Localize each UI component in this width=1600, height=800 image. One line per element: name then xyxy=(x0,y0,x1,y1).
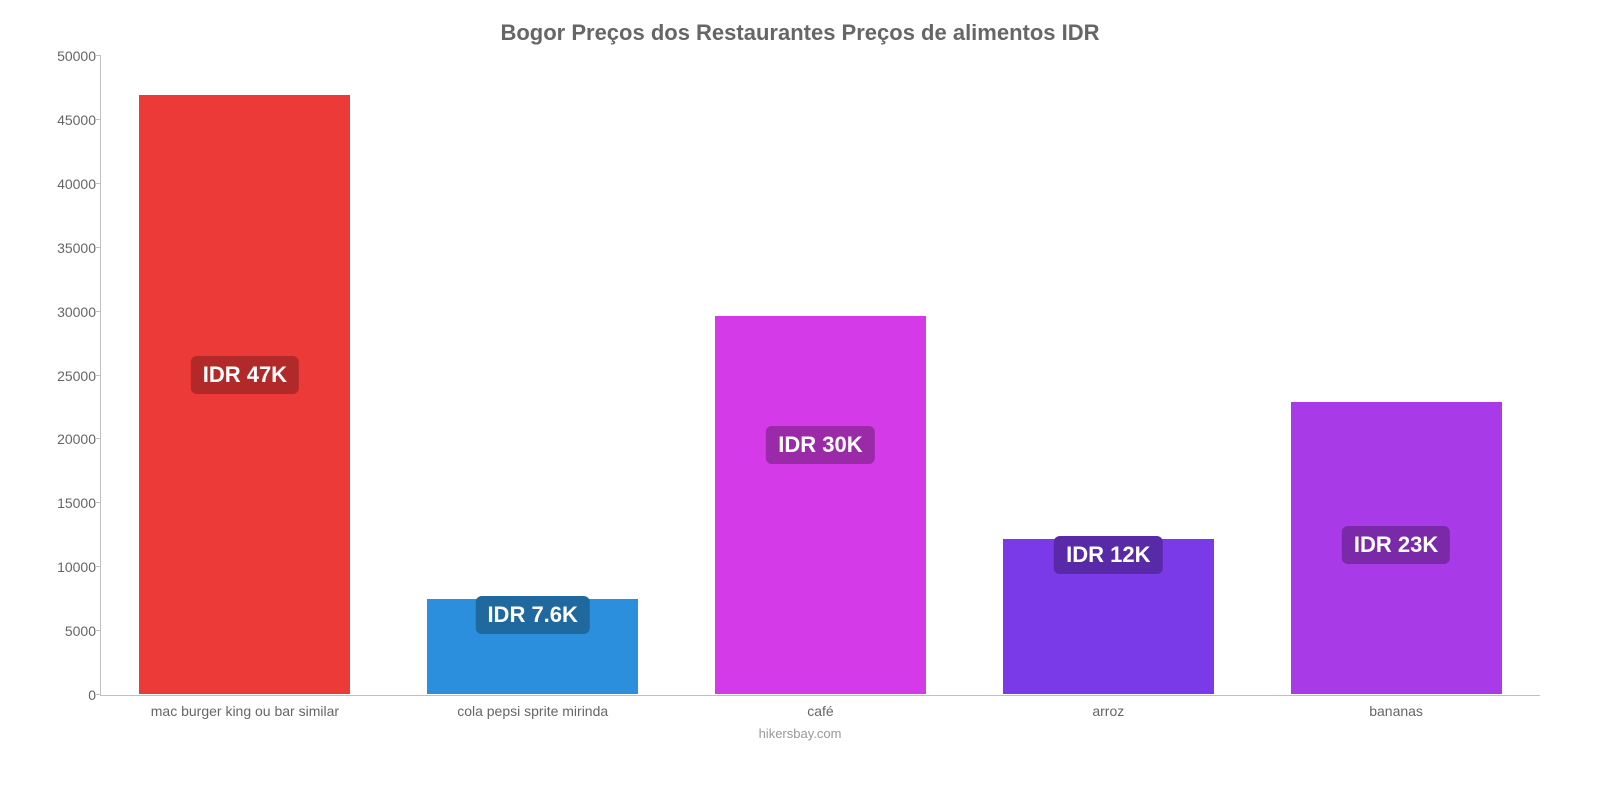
chart-title: Bogor Preços dos Restaurantes Preços de … xyxy=(40,20,1560,46)
data-label: IDR 47K xyxy=(191,356,299,394)
bar-slot: IDR 23Kbananas xyxy=(1252,56,1540,695)
y-tick-mark xyxy=(96,438,101,439)
y-tick-mark xyxy=(96,183,101,184)
x-label: arroz xyxy=(964,703,1252,719)
chart-container: Bogor Preços dos Restaurantes Preços de … xyxy=(0,0,1600,800)
x-label: bananas xyxy=(1252,703,1540,719)
plot-area: IDR 47Kmac burger king ou bar similarIDR… xyxy=(100,56,1540,696)
bar: IDR 30K xyxy=(714,315,927,695)
y-tick-label: 10000 xyxy=(41,559,96,575)
bar: IDR 7.6K xyxy=(426,598,639,695)
y-tick-label: 15000 xyxy=(41,495,96,511)
bar-slot: IDR 30Kcafé xyxy=(677,56,965,695)
y-tick-label: 50000 xyxy=(41,48,96,64)
y-tick-label: 45000 xyxy=(41,112,96,128)
data-label: IDR 30K xyxy=(766,426,874,464)
y-tick-mark xyxy=(96,630,101,631)
credit-text: hikersbay.com xyxy=(40,726,1560,741)
y-tick-label: 20000 xyxy=(41,431,96,447)
bar-slot: IDR 12Karroz xyxy=(964,56,1252,695)
bar: IDR 23K xyxy=(1290,401,1503,695)
y-tick-mark xyxy=(96,375,101,376)
y-tick-label: 5000 xyxy=(41,623,96,639)
y-tick-mark xyxy=(96,694,101,695)
y-tick-label: 40000 xyxy=(41,176,96,192)
y-tick-mark xyxy=(96,566,101,567)
y-tick-mark xyxy=(96,247,101,248)
data-label: IDR 12K xyxy=(1054,536,1162,574)
y-tick-label: 0 xyxy=(41,687,96,703)
bars-group: IDR 47Kmac burger king ou bar similarIDR… xyxy=(101,56,1540,695)
y-tick-label: 25000 xyxy=(41,368,96,384)
x-label: cola pepsi sprite mirinda xyxy=(389,703,677,719)
y-tick-mark xyxy=(96,311,101,312)
bar-slot: IDR 47Kmac burger king ou bar similar xyxy=(101,56,389,695)
y-tick-mark xyxy=(96,502,101,503)
bar: IDR 47K xyxy=(138,94,351,695)
x-label: café xyxy=(677,703,965,719)
data-label: IDR 23K xyxy=(1342,526,1450,564)
y-tick-mark xyxy=(96,55,101,56)
bar: IDR 12K xyxy=(1002,538,1215,695)
y-tick-label: 35000 xyxy=(41,240,96,256)
data-label: IDR 7.6K xyxy=(475,596,589,634)
x-label: mac burger king ou bar similar xyxy=(101,703,389,719)
y-tick-label: 30000 xyxy=(41,304,96,320)
y-tick-mark xyxy=(96,119,101,120)
bar-slot: IDR 7.6Kcola pepsi sprite mirinda xyxy=(389,56,677,695)
